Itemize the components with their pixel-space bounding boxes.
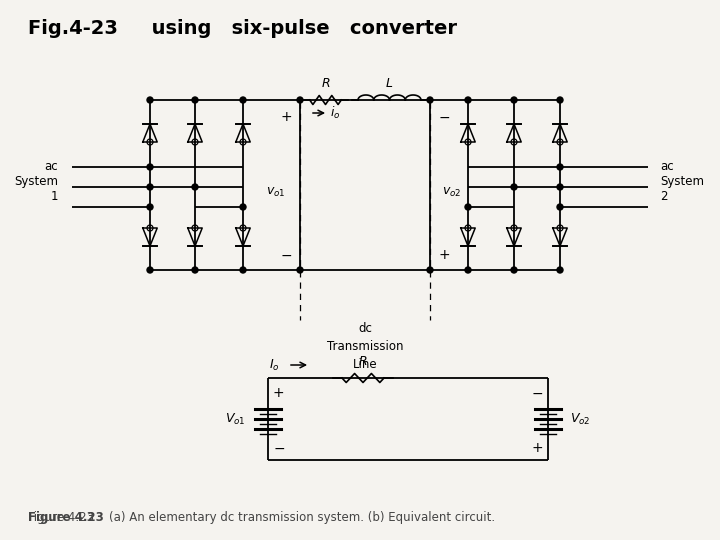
Circle shape — [511, 184, 517, 190]
Text: $V_{o2}$: $V_{o2}$ — [570, 411, 590, 427]
Circle shape — [465, 267, 471, 273]
Text: $I_o$: $I_o$ — [269, 357, 280, 373]
Text: +: + — [273, 386, 284, 400]
Text: $-$: $-$ — [273, 441, 285, 455]
Circle shape — [147, 204, 153, 210]
Circle shape — [240, 97, 246, 103]
Text: $L$: $L$ — [385, 77, 394, 90]
Text: $V_{o1}$: $V_{o1}$ — [225, 411, 246, 427]
Circle shape — [465, 97, 471, 103]
Circle shape — [557, 267, 563, 273]
Circle shape — [192, 267, 198, 273]
Text: dc
Transmission
Line: dc Transmission Line — [327, 322, 403, 371]
Circle shape — [192, 184, 198, 190]
Text: $-$: $-$ — [280, 248, 292, 262]
Circle shape — [297, 97, 303, 103]
Circle shape — [240, 267, 246, 273]
Circle shape — [557, 97, 563, 103]
Text: $+$: $+$ — [280, 110, 292, 124]
Circle shape — [511, 97, 517, 103]
Text: Figure 4.23    (a) An elementary dc transmission system. (b) Equivalent circuit.: Figure 4.23 (a) An elementary dc transmi… — [28, 511, 495, 524]
Circle shape — [192, 97, 198, 103]
Text: Figure 4.23: Figure 4.23 — [28, 511, 104, 524]
Text: $-$: $-$ — [438, 110, 450, 124]
Text: $R$: $R$ — [320, 77, 330, 90]
Circle shape — [147, 164, 153, 170]
Text: $v_{o2}$: $v_{o2}$ — [442, 185, 462, 199]
Circle shape — [427, 97, 433, 103]
Circle shape — [427, 267, 433, 273]
Text: $+$: $+$ — [438, 248, 450, 262]
Circle shape — [557, 204, 563, 210]
Circle shape — [147, 267, 153, 273]
Circle shape — [557, 164, 563, 170]
Circle shape — [465, 204, 471, 210]
Text: $-$: $-$ — [531, 386, 543, 400]
Text: $v_{o1}$: $v_{o1}$ — [266, 185, 285, 199]
Text: +: + — [531, 441, 543, 455]
Circle shape — [240, 204, 246, 210]
Text: ac
System
1: ac System 1 — [14, 160, 58, 204]
Circle shape — [147, 184, 153, 190]
Circle shape — [297, 267, 303, 273]
Circle shape — [147, 97, 153, 103]
Circle shape — [511, 267, 517, 273]
Circle shape — [557, 184, 563, 190]
Text: $i_o$: $i_o$ — [330, 105, 341, 121]
Text: Fig.4-23     using   six-pulse   converter: Fig.4-23 using six-pulse converter — [28, 18, 457, 37]
Text: $R$: $R$ — [359, 355, 368, 368]
Text: ac
System
2: ac System 2 — [660, 160, 704, 204]
